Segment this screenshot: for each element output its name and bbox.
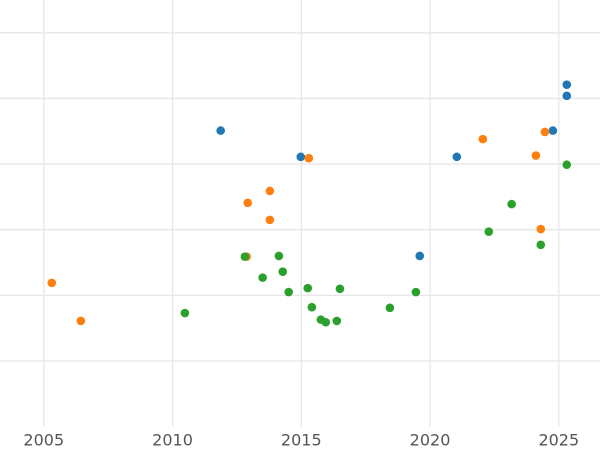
point [321,317,331,327]
point [284,287,293,297]
point [478,134,488,144]
point [562,91,572,101]
x-tick-label: 2010 [152,431,193,450]
point [548,126,558,135]
point [265,186,275,196]
point [258,273,267,282]
point [536,240,546,250]
point [296,152,306,162]
point [335,284,345,294]
point [304,153,314,163]
point [240,252,250,261]
x-tick-label: 2015 [281,431,322,450]
point [303,283,313,293]
point [484,227,494,236]
point [76,316,86,326]
point [415,251,425,261]
point [278,267,288,277]
x-tick-label: 2020 [410,431,451,450]
point [332,316,342,326]
point [180,308,190,318]
x-tick-label: 2005 [23,431,64,450]
point [540,127,550,137]
point [385,303,395,313]
x-tick-label: 2025 [538,431,579,450]
point [562,80,572,89]
point [536,224,546,234]
point [507,199,516,209]
point [531,151,541,160]
point [216,126,225,135]
point [265,215,275,225]
point [307,302,317,312]
point [411,287,421,297]
point [562,160,572,170]
point [274,251,284,261]
point [47,278,57,288]
point [452,152,462,162]
point [243,198,253,208]
